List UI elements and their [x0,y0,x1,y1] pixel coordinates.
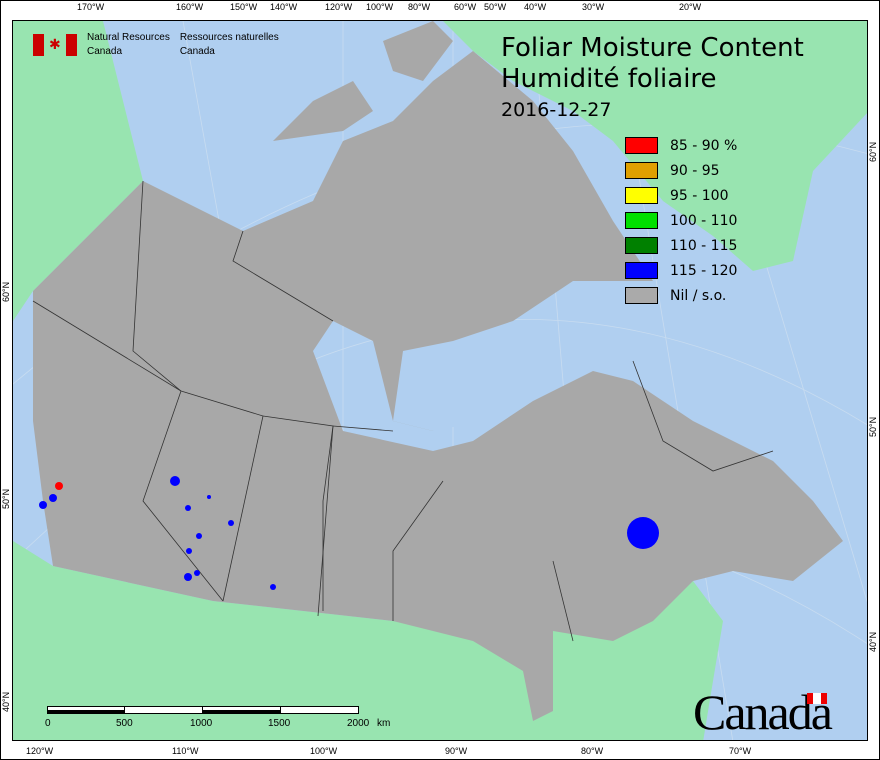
arctic-islands [273,21,513,141]
left-tick-label: 50°N [1,488,11,509]
top-tick-label: 140°W [270,2,298,12]
legend-label: Nil / s.o. [670,287,727,304]
map-title: Foliar Moisture Content Humidité foliair… [501,33,804,125]
fmc-mark [55,482,63,490]
bottom-tick-label: 100°W [310,746,338,756]
agency-fr-line1: Ressources naturelles [179,32,279,43]
nrcan-signature: ✱ Natural Resources Canada Ressources na… [33,31,279,59]
legend-item: 90 - 95 [625,158,737,183]
scale-label: 1000 [190,718,213,729]
fmc-mark [49,494,57,502]
top-tick-label: 40°W [524,2,547,12]
scale-segment [124,706,203,714]
province-borders [32,180,774,642]
top-tick-label: 30°W [582,2,605,12]
scale-segment [47,706,125,714]
legend-item: 100 - 110 [625,208,737,233]
top-tick-label: 50°W [484,2,507,12]
legend-label: 115 - 120 [670,262,738,279]
legend-label: 85 - 90 % [670,137,738,154]
right-tick-label: 50°N [868,416,878,437]
fmc-mark [184,573,192,581]
bottom-tick-label: 80°W [581,746,604,756]
right-tick-label: 40°N [868,631,878,652]
top-tick-label: 150°W [230,2,258,12]
legend-item: 115 - 120 [625,258,737,283]
top-tick-label: 160°W [176,2,204,12]
top-tick-label: 120°W [325,2,353,12]
canada-wordmark: Canada [693,683,833,740]
bottom-tick-label: 120°W [26,746,54,756]
left-tick-label: 40°N [1,691,11,712]
agency-en-line2: Canada [87,46,123,57]
scale-label: 1500 [268,718,291,729]
scale-segment [202,706,281,714]
map-svg [13,21,867,740]
fmc-mark [228,520,234,526]
top-tick-label: 20°W [679,2,702,12]
fmc-mark [196,533,202,539]
fmc-mark [39,501,47,509]
scale-label: 2000 [347,718,370,729]
legend-label: 110 - 115 [670,237,738,254]
fmc-mark [270,584,276,590]
legend-item: Nil / s.o. [625,283,737,308]
legend: 85 - 90 % 90 - 95 95 - 100 100 - 110 110 - 1… [625,133,737,308]
top-tick-label: 80°W [408,2,431,12]
legend-item: 110 - 115 [625,233,737,258]
fmc-mark [207,495,211,499]
bottom-tick-label: 110°W [172,746,199,756]
fmc-mark [194,570,200,576]
map-date: 2016-12-27 [501,99,612,121]
legend-swatch [625,212,658,229]
agency-name-fr: Ressources naturelles Canada [180,31,279,59]
fmc-mark [186,548,192,554]
left-tick-label: 60°N [1,281,11,302]
bottom-tick-label: 70°W [729,746,752,756]
agency-name-en: Natural Resources Canada [87,31,170,59]
wordmark-flag-icon [806,693,827,704]
legend-label: 100 - 110 [670,212,738,229]
top-tick-label: 60°W [454,2,477,12]
fmc-mark [627,517,659,549]
top-tick-label: 170°W [77,2,105,12]
hudson-bay-water [393,321,523,431]
fmc-observations [39,476,659,590]
agency-en-line1: Natural Resources [87,32,170,43]
legend-swatch [625,162,658,179]
scale-unit: km [377,718,391,729]
top-tick-label: 100°W [366,2,394,12]
bottom-tick-label: 90°W [445,746,468,756]
fmc-mark [170,476,180,486]
agency-fr-line2: Canada [179,46,215,57]
map-canvas[interactable]: ✱ Natural Resources Canada Ressources na… [12,20,868,741]
legend-label: 95 - 100 [670,187,729,204]
legend-swatch [625,187,658,204]
title-fr: Humidité foliaire [501,64,717,94]
scale-label: 0 [45,718,51,729]
legend-swatch [625,137,658,154]
legend-item: 95 - 100 [625,183,737,208]
legend-swatch [625,237,658,254]
title-en: Foliar Moisture Content [501,33,804,63]
scale-label: 500 [116,718,133,729]
legend-swatch [625,262,658,279]
alaska-land [13,21,143,321]
scale-segment [280,706,359,714]
fmc-mark [185,505,191,511]
canada-flag-icon: ✱ [33,34,77,56]
right-tick-label: 60°N [868,141,878,162]
legend-label: 90 - 95 [670,162,720,179]
legend-item: 85 - 90 % [625,133,737,158]
legend-swatch [625,287,658,304]
